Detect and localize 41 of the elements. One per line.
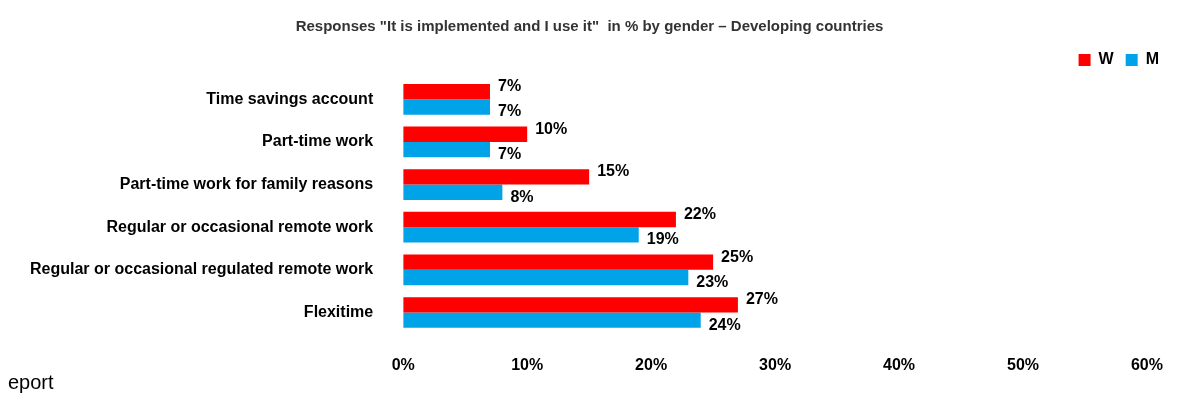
data-label: 8% — [510, 187, 534, 205]
x-tick-label: 20% — [635, 355, 668, 373]
y-tick-label: Regular or occasional regulated remote work — [29, 260, 374, 278]
text: eport — [8, 370, 55, 393]
bar — [403, 83, 490, 100]
data-label: 7% — [497, 102, 522, 120]
bar — [403, 297, 738, 313]
y-tick-label: Flexitime — [303, 302, 374, 320]
y-tick-label: Time savings account — [206, 89, 374, 107]
x-tick-label: 50% — [1007, 355, 1040, 373]
data-label: 25% — [721, 247, 754, 265]
data-label: 22% — [683, 204, 716, 222]
legend-label: W — [1098, 50, 1115, 68]
data-label: 7% — [497, 145, 522, 163]
data-label: 7% — [497, 77, 522, 95]
bar — [403, 211, 676, 228]
x-tick-label: 10% — [511, 355, 544, 373]
bar — [403, 184, 503, 200]
bar — [403, 169, 590, 185]
data-label: 27% — [745, 290, 778, 308]
bar — [403, 141, 490, 158]
chart-title: Responses "It is implemented and I use it" in % by gender – Developing countries — [295, 17, 884, 35]
bar — [403, 99, 490, 115]
bar — [403, 312, 701, 328]
data-label: 10% — [535, 119, 568, 137]
x-tick-label: 60% — [1130, 355, 1163, 373]
bar — [403, 269, 689, 286]
data-label: 15% — [597, 162, 630, 180]
legend-label: M — [1145, 50, 1159, 68]
x-tick-label: 40% — [883, 355, 916, 373]
y-tick-label: Part-time work for family reasons — [119, 174, 374, 192]
bar — [403, 126, 528, 142]
x-tick-label: 0% — [391, 355, 415, 373]
data-label: 24% — [708, 315, 741, 333]
x-tick-label: 30% — [759, 355, 792, 373]
y-tick-label: Part-time work — [262, 132, 374, 150]
data-label: 19% — [646, 230, 679, 248]
bar — [403, 254, 714, 270]
y-tick-label: Regular or occasional remote work — [106, 217, 374, 235]
data-label: 23% — [696, 272, 729, 290]
bar — [403, 227, 639, 243]
